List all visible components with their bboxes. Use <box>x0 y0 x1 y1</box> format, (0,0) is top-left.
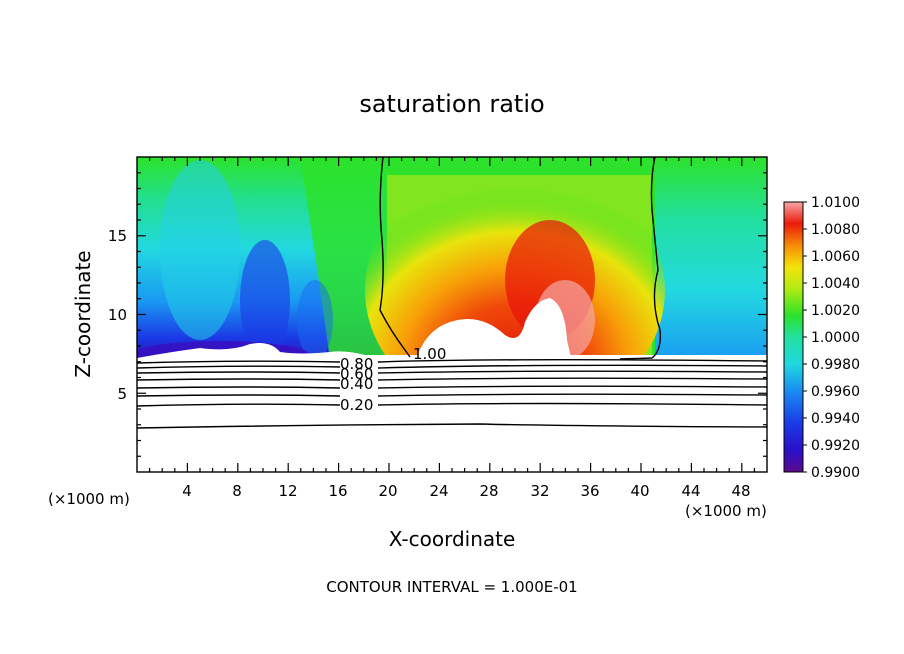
x-axis-label: X-coordinate <box>389 527 516 551</box>
contour-0.20 <box>137 402 767 407</box>
contour-label-0.60: 0.60 <box>340 365 373 383</box>
y-axis-label: Z-coordinate <box>71 250 95 377</box>
colorbar-label: 1.0020 <box>811 303 860 319</box>
heatmap-field <box>137 157 767 472</box>
contour-0.30 <box>137 393 767 397</box>
x-tick-labels: 4 8 12 16 20 24 28 32 36 40 44 48 <box>182 482 750 500</box>
contour-interval-note: CONTOUR INTERVAL = 1.000E-01 <box>326 578 577 596</box>
colorbar-labels: 1.0100 1.0080 1.0060 1.0040 1.0020 1.000… <box>811 195 860 481</box>
x-tick-label: 28 <box>479 482 498 500</box>
y-tick-label: 15 <box>108 227 127 245</box>
colorbar-label: 0.9920 <box>811 438 860 454</box>
chart-title: saturation ratio <box>359 90 544 118</box>
colorbar-label: 1.0000 <box>811 330 860 346</box>
contour-0.60 <box>137 370 767 374</box>
y-tick-label: 5 <box>117 385 127 403</box>
colorbar-label: 1.0100 <box>811 195 860 211</box>
colorbar-scale <box>783 201 804 473</box>
x-tick-label: 36 <box>580 482 599 500</box>
x-tick-label: 24 <box>429 482 448 500</box>
x-tick-label: 4 <box>182 482 192 500</box>
contour-0.80 <box>137 359 767 364</box>
contour-label-0.20: 0.20 <box>340 396 373 414</box>
x-tick-label: 48 <box>731 482 750 500</box>
blue-column-10km <box>240 240 290 360</box>
contour-labels: 1.00 0.80 0.60 0.40 0.20 <box>340 345 446 414</box>
colorbar-label: 0.9940 <box>811 411 860 427</box>
x-unit-right: (×1000 m) <box>685 502 767 520</box>
contour-0.50 <box>137 377 767 381</box>
x-tick-label: 32 <box>530 482 549 500</box>
contour-label-0.40: 0.40 <box>340 375 373 393</box>
colorbar-label: 0.9900 <box>811 465 860 481</box>
contour-label-0.80: 0.80 <box>340 355 373 373</box>
colorbar-label: 0.9980 <box>811 357 860 373</box>
contour-0.70 <box>137 364 767 369</box>
x-tick-label: 12 <box>278 482 297 500</box>
colorbar-label: 0.9960 <box>811 384 860 400</box>
x-tick-label: 44 <box>681 482 700 500</box>
terrain-mask <box>137 343 767 472</box>
x-tick-label: 16 <box>328 482 347 500</box>
cloud-region <box>415 298 572 362</box>
colorbar-label: 1.0080 <box>811 222 860 238</box>
contour-0.10 <box>137 423 767 429</box>
contour-1.00-right <box>619 157 662 360</box>
colorbar: 1.0100 1.0080 1.0060 1.0040 1.0020 1.000… <box>783 195 860 481</box>
x-tick-label: 20 <box>378 482 397 500</box>
colorbar-label: 1.0060 <box>811 249 860 265</box>
contour-label-1.00: 1.00 <box>413 345 446 363</box>
x-tick-label: 8 <box>232 482 242 500</box>
y-tick-labels: 5 10 15 <box>108 227 127 403</box>
contour-1.00-left <box>379 157 411 358</box>
colorbar-label: 1.0040 <box>811 276 860 292</box>
blue-column-15km <box>297 280 333 360</box>
cyan-column-5km <box>160 160 240 340</box>
colorbar-ticks <box>803 201 807 473</box>
field-right-region <box>655 157 767 362</box>
contour-lines <box>137 157 767 429</box>
x-unit-left: (×1000 m) <box>48 490 130 508</box>
axis-ticks <box>137 157 767 472</box>
x-tick-label: 40 <box>630 482 649 500</box>
y-tick-label: 10 <box>108 306 127 324</box>
contour-0.40 <box>137 385 767 389</box>
